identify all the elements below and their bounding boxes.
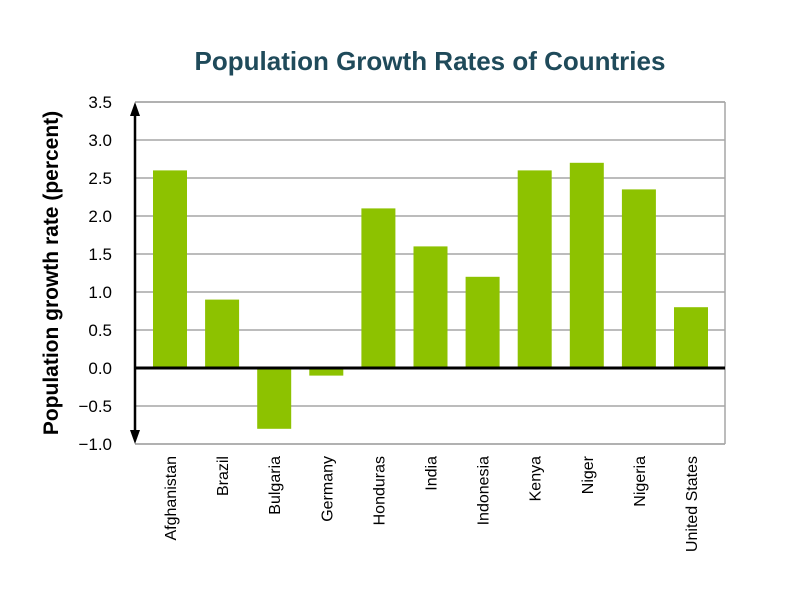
y-tick-label: −1.0 [78, 435, 112, 454]
x-tick-label: Niger [580, 455, 597, 494]
x-tick-label: Indonesia [476, 456, 493, 525]
x-tick-label: Nigeria [632, 456, 649, 507]
y-axis-arrow-down-icon [130, 430, 140, 444]
axes [130, 102, 725, 444]
y-axis-arrow-up-icon [130, 102, 140, 116]
x-tick-label: Honduras [371, 456, 388, 525]
x-tick-label: Germany [319, 456, 336, 522]
y-tick-label: 3.5 [88, 93, 112, 112]
bar-nigeria [621, 189, 656, 368]
y-tick-label: 3.0 [88, 131, 112, 150]
y-tick-label: 0.0 [88, 359, 112, 378]
y-tick-label: 0.5 [88, 321, 112, 340]
y-tick-label: 2.0 [88, 207, 112, 226]
x-tick-label: Kenya [528, 456, 545, 501]
bar-bulgaria [257, 368, 292, 429]
bar-honduras [361, 208, 396, 368]
x-tick-label: Bulgaria [267, 456, 284, 515]
y-tick-label: −0.5 [78, 397, 112, 416]
chart-title: Population Growth Rates of Countries [195, 46, 666, 76]
y-tick-label: 2.5 [88, 169, 112, 188]
bar-india [413, 246, 448, 368]
y-tick-labels: −1.0 −0.5 0.0 0.5 1.0 1.5 2.0 2.5 3.0 3.5 [78, 93, 112, 454]
bar-united-states [674, 307, 708, 368]
bar-brazil [205, 299, 240, 368]
bar-afghanistan [153, 170, 187, 368]
x-tick-label: India [424, 456, 441, 491]
bar-indonesia [465, 276, 500, 368]
bars [153, 162, 708, 429]
bar-kenya [517, 170, 552, 368]
x-tick-label: United States [684, 456, 701, 552]
y-axis-label: Population growth rate (percent) [40, 111, 63, 435]
x-tick-label: Afghanistan [163, 456, 180, 541]
x-tick-label: Brazil [215, 456, 232, 496]
y-tick-label: 1.0 [88, 283, 112, 302]
y-tick-label: 1.5 [88, 245, 112, 264]
x-tick-labels: Afghanistan Brazil Bulgaria Germany Honduras… [163, 455, 701, 552]
bar-germany [309, 368, 344, 376]
bar-niger [569, 162, 604, 368]
